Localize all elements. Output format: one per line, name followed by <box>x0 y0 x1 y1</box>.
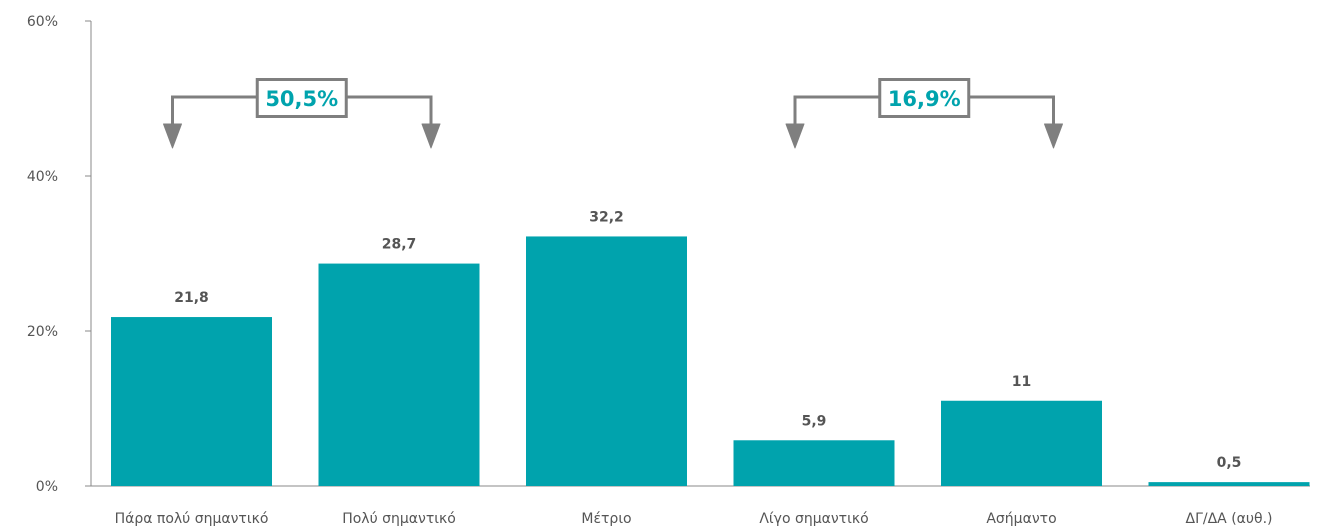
bracket-line <box>793 95 1055 128</box>
bar <box>111 317 272 486</box>
bar-value-label: 32,2 <box>589 209 624 225</box>
bar-value-label: 21,8 <box>174 290 209 306</box>
group-annotations: 50,5% 16,9% <box>163 78 1063 149</box>
y-tick-label: 40% <box>27 169 58 185</box>
bar <box>526 236 687 486</box>
bar-value-label: 28,7 <box>382 237 417 253</box>
group-total-label: 16,9% <box>888 87 961 111</box>
category-label: Ασήμαντο <box>986 511 1056 527</box>
arrow-head <box>163 123 182 149</box>
arrow-head <box>1044 123 1063 149</box>
y-tick-label: 60% <box>27 14 58 30</box>
arrow-head <box>785 123 805 149</box>
y-tick-label: 0% <box>36 479 58 495</box>
group-bracket: 50,5% <box>163 78 441 149</box>
bar <box>318 263 480 486</box>
bracket-line <box>171 95 433 128</box>
category-label: Λίγο σημαντικό <box>759 511 868 527</box>
bar-value-label: 11 <box>1012 374 1031 390</box>
y-tick-label: 20% <box>27 324 58 340</box>
value-labels: 21,8 28,7 32,2 5,9 11 0,5 <box>174 209 1241 471</box>
category-label: Μέτριο <box>581 511 631 527</box>
group-total-box <box>255 78 348 118</box>
group-total-label: 50,5% <box>265 87 338 111</box>
bar-value-label: 5,9 <box>802 413 827 429</box>
category-label: ΔΓ/ΔΑ (αυθ.) <box>1186 511 1273 527</box>
group-bracket: 16,9% <box>785 78 1063 149</box>
bars <box>111 236 1310 486</box>
category-label: Πάρα πολύ σημαντικό <box>115 511 269 527</box>
y-axis: 0% 20% 40% 60% <box>27 14 1310 495</box>
bar <box>733 440 895 486</box>
arrow-head <box>421 123 441 149</box>
group-total-box <box>878 78 971 118</box>
bar <box>941 400 1102 486</box>
bar <box>1148 482 1310 486</box>
category-labels: Πάρα πολύ σημαντικό Πολύ σημαντικό Μέτριο Λ… <box>115 511 1273 527</box>
category-label: Πολύ σημαντικό <box>342 511 456 527</box>
bar-value-label: 0,5 <box>1217 455 1242 471</box>
